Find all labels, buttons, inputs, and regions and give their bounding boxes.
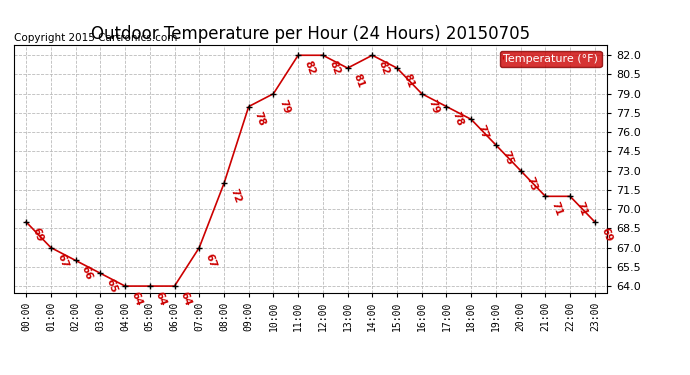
Title: Outdoor Temperature per Hour (24 Hours) 20150705: Outdoor Temperature per Hour (24 Hours) … <box>91 26 530 44</box>
Text: 82: 82 <box>377 59 391 76</box>
Text: 71: 71 <box>549 201 564 217</box>
Text: 73: 73 <box>525 175 539 192</box>
Text: 79: 79 <box>426 98 440 115</box>
Text: 78: 78 <box>253 111 267 128</box>
Text: 69: 69 <box>30 226 45 243</box>
Text: 79: 79 <box>277 98 292 115</box>
Text: 81: 81 <box>352 72 366 89</box>
Text: 75: 75 <box>500 149 515 166</box>
Text: 67: 67 <box>55 252 70 269</box>
Text: 72: 72 <box>228 188 242 205</box>
Text: 67: 67 <box>204 252 218 269</box>
Text: 81: 81 <box>401 72 415 89</box>
Text: 65: 65 <box>104 278 119 294</box>
Text: 78: 78 <box>451 111 465 128</box>
Text: 64: 64 <box>179 290 193 308</box>
Text: 64: 64 <box>154 290 168 308</box>
Text: 82: 82 <box>327 59 342 76</box>
Text: 64: 64 <box>129 290 144 308</box>
Legend: Temperature (°F): Temperature (°F) <box>500 51 602 67</box>
Text: 71: 71 <box>574 201 589 217</box>
Text: 77: 77 <box>475 123 490 141</box>
Text: 82: 82 <box>302 59 317 76</box>
Text: Copyright 2015 Cartronics.com: Copyright 2015 Cartronics.com <box>14 33 177 42</box>
Text: 69: 69 <box>599 226 613 243</box>
Text: 66: 66 <box>80 265 94 282</box>
